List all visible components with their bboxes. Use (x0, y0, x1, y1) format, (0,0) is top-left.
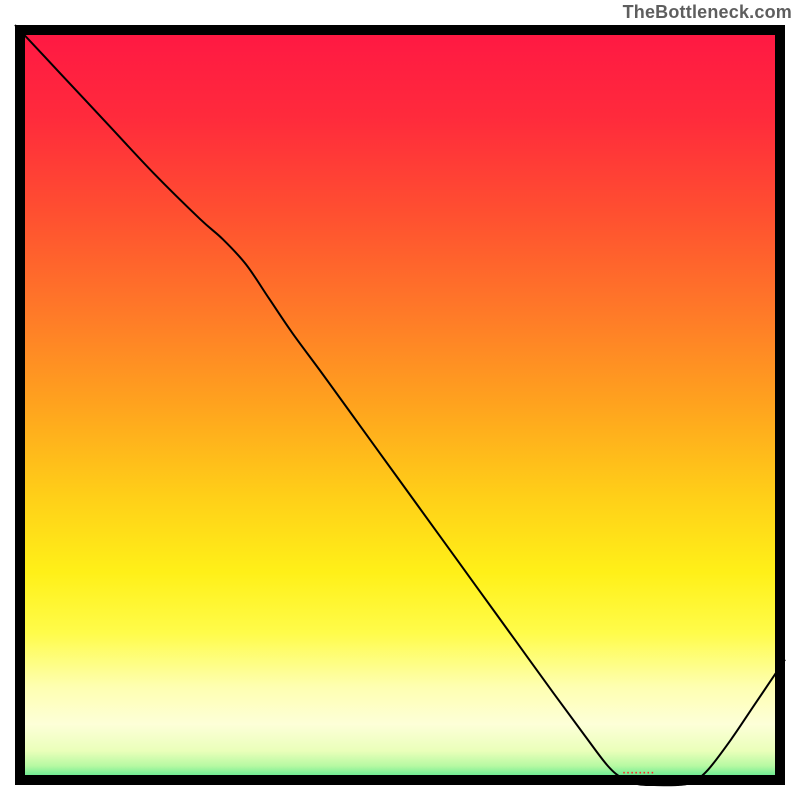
plateau-marker: ........ (622, 765, 654, 777)
gradient-background (15, 25, 785, 785)
attribution-text: TheBottleneck.com (623, 2, 792, 23)
